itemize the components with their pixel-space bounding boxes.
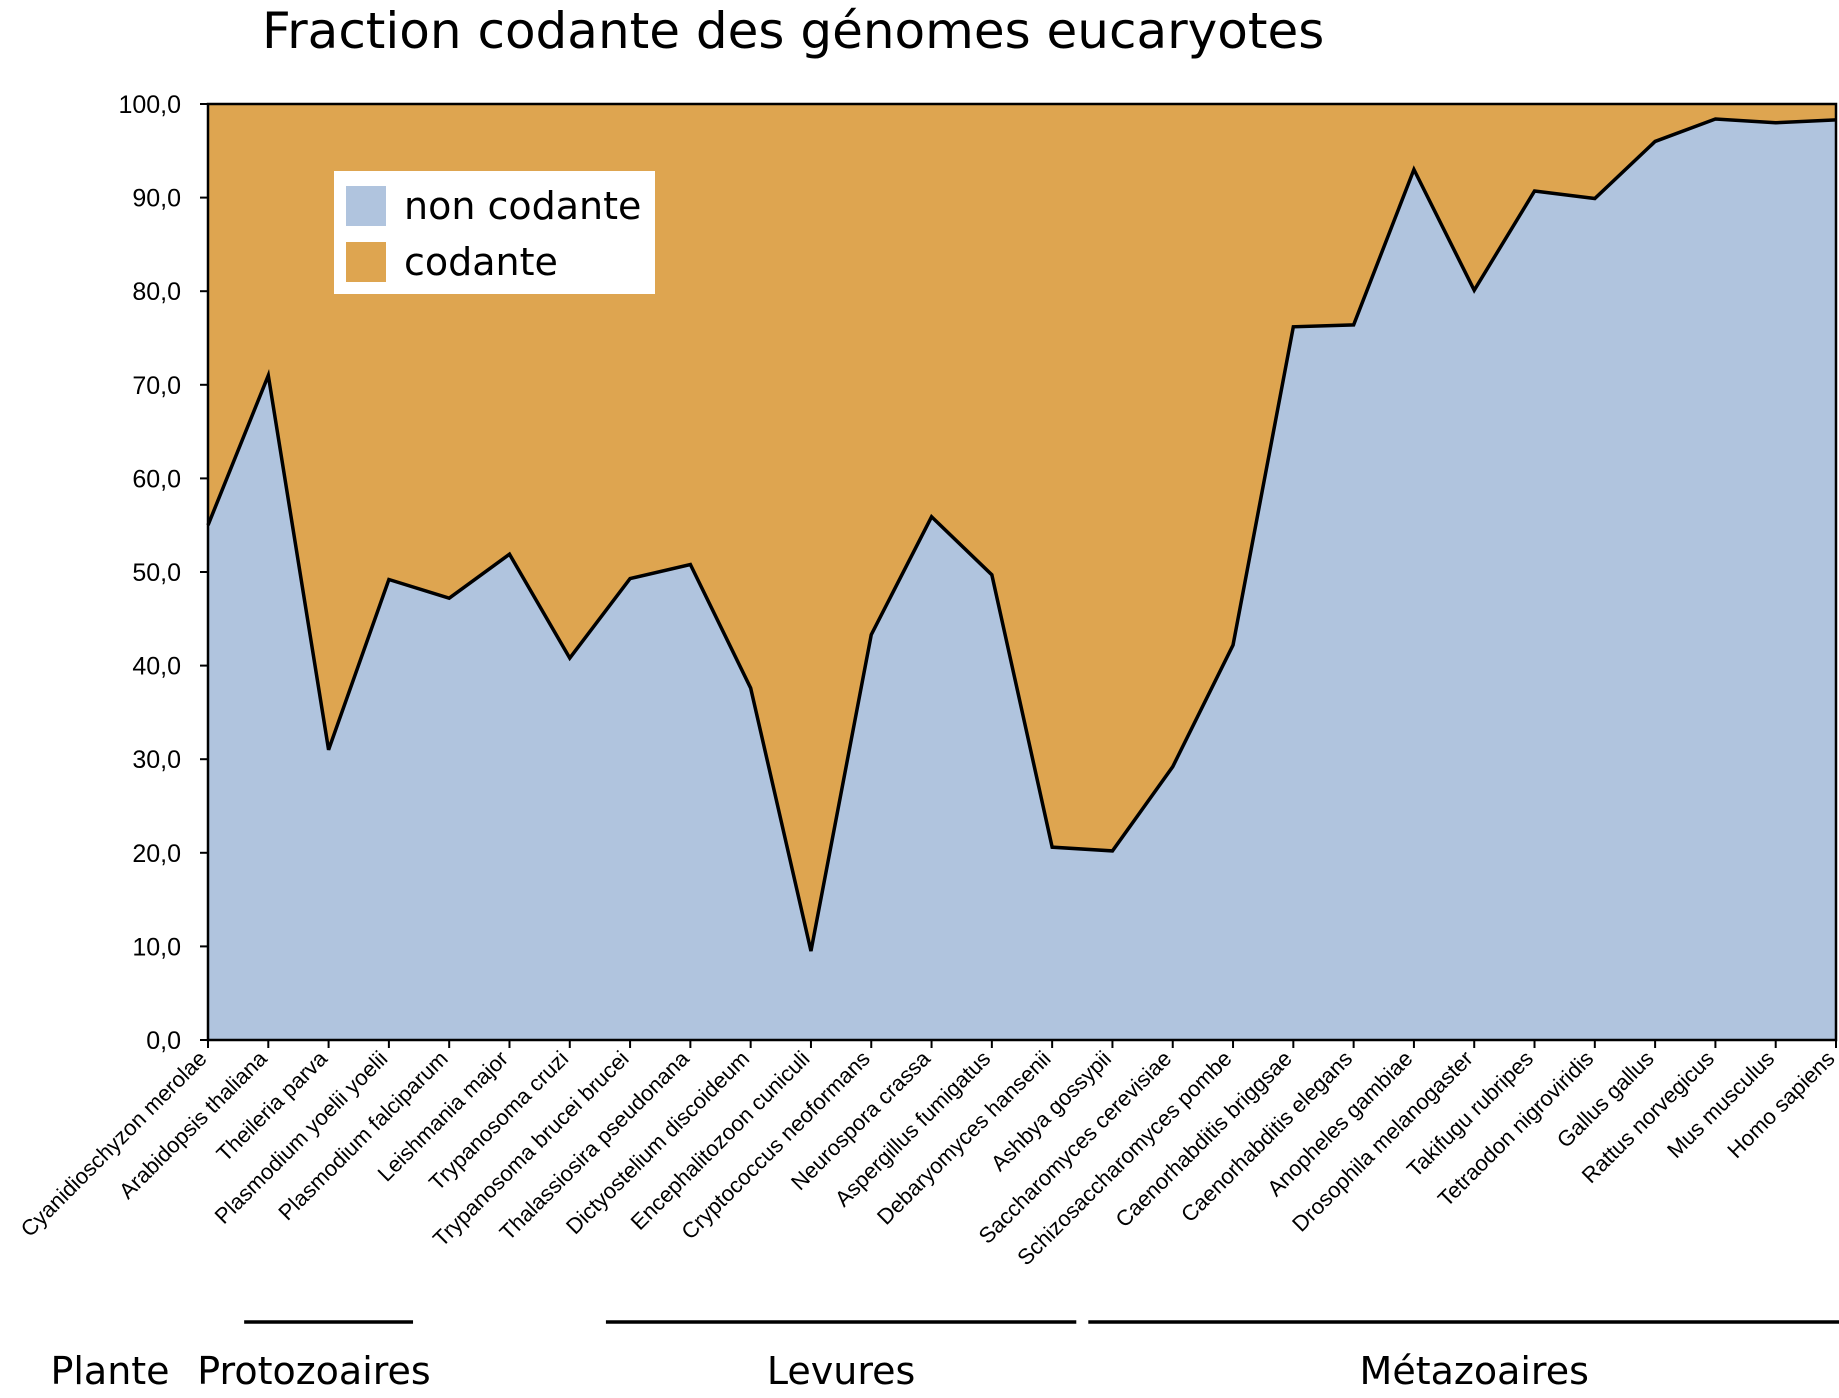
y-tick-label: 100,0 — [118, 91, 181, 119]
taxonomic-groups: Plante Protozoaires Levures Métazoaires — [50, 1320, 1839, 1393]
group-label: Métazoaires — [1360, 1349, 1589, 1393]
legend-box — [334, 171, 655, 294]
y-tick-label: 90,0 — [132, 185, 181, 213]
y-tick-label: 10,0 — [132, 933, 181, 961]
y-tick-label: 40,0 — [132, 653, 181, 681]
legend-swatch — [346, 186, 386, 226]
boundary-line — [206, 117, 1837, 952]
y-tick-label: 20,0 — [132, 840, 181, 868]
x-tick-label: Mus musculus — [1662, 1046, 1779, 1163]
chart-title: Fraction codante des génomes eucaryotes — [262, 2, 1324, 60]
group-label: Plante — [50, 1349, 169, 1393]
y-tick-label: 60,0 — [132, 465, 181, 493]
legend: non codante codante — [334, 171, 655, 294]
y-tick-label: 70,0 — [132, 372, 181, 400]
legend-label: codante — [404, 240, 558, 284]
y-tick-label: 0,0 — [146, 1027, 181, 1055]
y-tick-label: 30,0 — [132, 746, 181, 774]
legend-label: non codante — [404, 184, 641, 228]
y-tick-label: 80,0 — [132, 278, 181, 306]
group-label: Levures — [767, 1349, 915, 1393]
x-tick-label: Homo sapiens — [1722, 1046, 1839, 1163]
series-non-codante-area — [208, 118, 1836, 1041]
y-tick-label: 50,0 — [132, 559, 181, 587]
group-label: Protozoaires — [197, 1349, 430, 1393]
legend-swatch — [346, 242, 386, 282]
plot-area — [206, 104, 1837, 1041]
